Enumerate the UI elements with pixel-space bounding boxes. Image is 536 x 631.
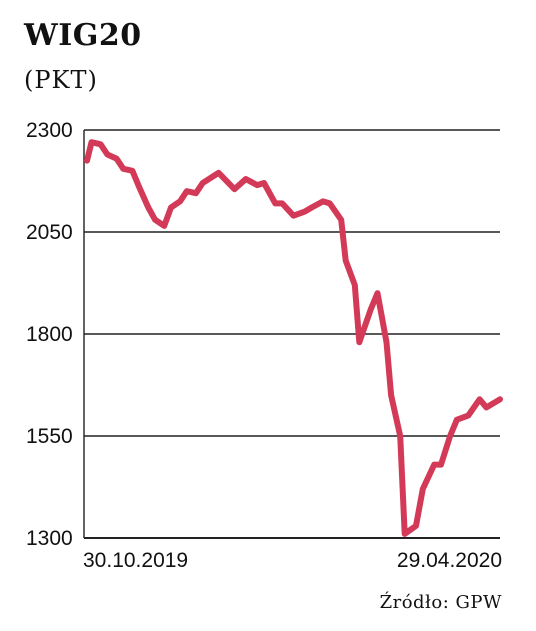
y-unit-label: (PKT) xyxy=(24,66,98,94)
series-line-0 xyxy=(84,139,503,537)
source-note: Źródło: GPW xyxy=(379,592,502,613)
grid-lines xyxy=(83,129,500,539)
series-layer xyxy=(84,139,503,537)
y-tick-label-1550: 1550 xyxy=(26,425,73,448)
y-tick-labels: 2300 2050 1800 1550 1300 xyxy=(26,119,73,550)
x-tick-label-1: 29.04.2020 xyxy=(397,549,502,572)
y-tick-label-2300: 2300 xyxy=(26,119,73,142)
y-tick-label-1800: 1800 xyxy=(26,323,73,346)
x-tick-label-0: 30.10.2019 xyxy=(83,549,188,572)
y-tick-label-2050: 2050 xyxy=(26,221,73,244)
x-tick-labels: 30.10.2019 29.04.2020 xyxy=(83,549,502,572)
chart-title: WIG20 xyxy=(24,18,142,53)
y-tick-label-1300: 1300 xyxy=(26,527,73,550)
